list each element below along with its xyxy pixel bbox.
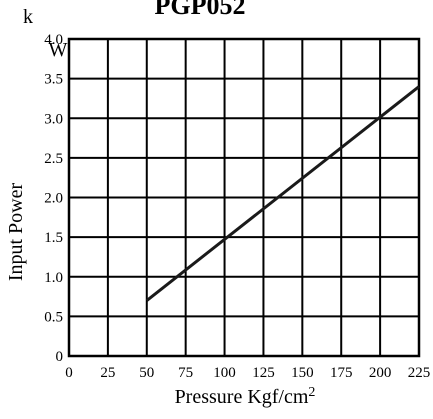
x-tick-label: 25 [100,365,115,381]
y-tick-label: 4.0 [44,32,63,48]
plot-border [67,37,421,358]
y-tick-label: 3.0 [44,111,63,127]
grid-layer [68,38,420,357]
y-tick-label: 0 [56,349,64,365]
x-axis-label-superscript: 2 [308,385,315,400]
y-axis-label: Input Power [5,183,27,282]
x-axis-label: Pressure Kgf/cm2 [175,385,316,408]
x-tick-label: 225 [408,365,431,381]
x-axis-label-main: Pressure Kgf/cm [175,386,309,408]
y-tick-label: 1.5 [44,230,63,246]
chart-title: PGP052 [155,0,246,20]
plot-frame [67,37,421,358]
x-tick-label: 50 [139,365,154,381]
x-tick-label: 100 [213,365,236,381]
y-unit-bottom-label: W [49,39,68,61]
y-tick-label: 1.0 [44,270,63,286]
y-tick-labels: 0 0.5 1.0 1.5 2.0 2.5 3.0 3.5 4.0 [44,32,63,365]
y-tick-label: 3.5 [44,72,63,88]
y-unit-top-label: k [23,6,33,28]
chart-title-group: PGP052 [155,0,246,20]
y-tick-label: 0.5 [44,309,63,325]
series-layer [145,85,420,302]
x-tick-label: 75 [178,365,193,381]
x-tick-labels: 0 25 50 75 100 125 150 175 200 225 [65,365,430,381]
x-tick-label: 125 [252,365,275,381]
x-tick-label: 175 [330,365,353,381]
x-tick-label: 0 [65,365,73,381]
y-tick-label: 2.5 [44,151,63,167]
y-tick-label: 2.0 [44,191,63,207]
x-tick-label: 150 [291,365,314,381]
x-tick-label: 200 [369,365,392,381]
series-line [145,85,420,302]
